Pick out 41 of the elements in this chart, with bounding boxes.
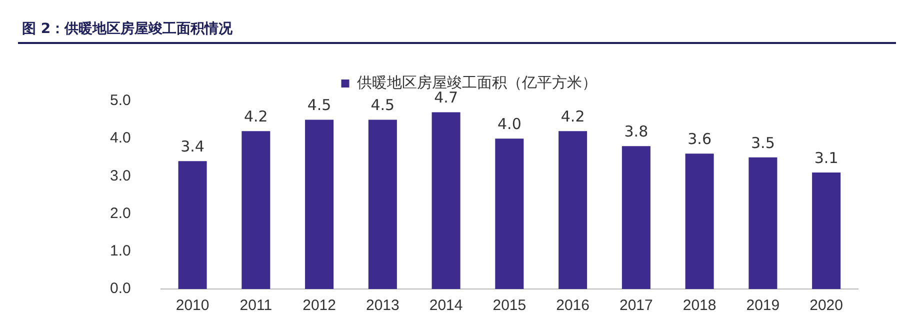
data-label: 4.7 — [434, 88, 458, 107]
bar — [495, 138, 524, 289]
x-tick-label: 2020 — [810, 297, 843, 314]
bar — [685, 154, 714, 289]
x-tick-label: 2013 — [366, 297, 400, 314]
x-tick-label: 2015 — [492, 297, 526, 314]
data-label: 3.5 — [751, 134, 775, 152]
y-tick-label: 2.0 — [110, 204, 131, 222]
x-tick-label: 2019 — [746, 297, 780, 314]
bar — [748, 157, 778, 289]
legend-label: 供暖地区房屋竣工面积（亿平方米） — [356, 73, 597, 92]
x-tick-label: 2017 — [619, 297, 653, 314]
x-tick-label: 2018 — [682, 297, 716, 314]
y-tick-label: 5.0 — [110, 92, 131, 110]
data-label: 4.2 — [560, 107, 585, 126]
bar — [178, 161, 207, 289]
bar — [622, 146, 650, 289]
chart-title: 图 2：供暖地区房屋竣工面积情况 — [22, 20, 233, 38]
data-label: 4.2 — [244, 107, 268, 126]
data-label: 3.1 — [814, 148, 838, 167]
y-tick-label: 4.0 — [110, 130, 131, 147]
bar — [242, 131, 270, 289]
bar — [368, 120, 397, 289]
x-tick-label: 2012 — [302, 297, 336, 314]
bar — [432, 112, 460, 289]
bar — [305, 120, 334, 289]
y-tick-label: 3.0 — [110, 167, 131, 184]
data-label: 3.4 — [180, 138, 204, 156]
x-tick-label: 2016 — [556, 297, 590, 314]
x-tick-label: 2010 — [176, 297, 210, 314]
y-tick-label: 1.0 — [110, 242, 131, 260]
data-label: 3.6 — [688, 130, 712, 148]
bar — [558, 131, 588, 289]
data-label: 4.5 — [370, 96, 395, 114]
bar — [812, 172, 841, 289]
y-tick-label: 0.0 — [110, 280, 131, 298]
x-tick-label: 2014 — [429, 297, 463, 314]
data-label: 3.8 — [624, 122, 648, 141]
data-label: 4.5 — [307, 96, 332, 114]
x-tick-label: 2011 — [240, 297, 272, 314]
data-label: 4.0 — [497, 114, 522, 133]
